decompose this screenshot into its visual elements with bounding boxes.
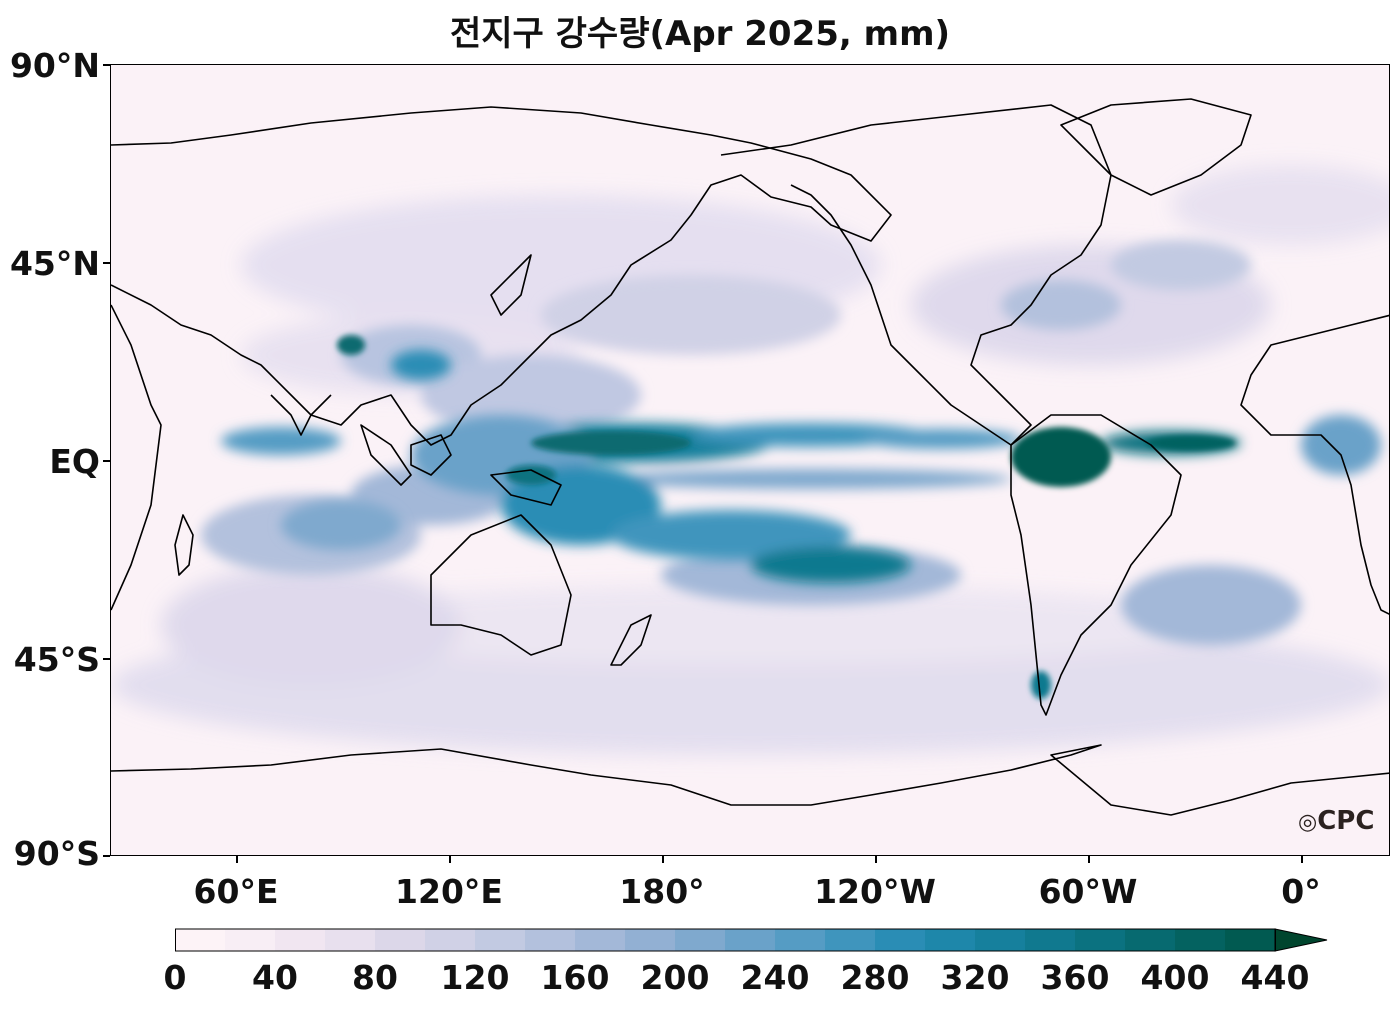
coastline-borneo: [410, 434, 452, 476]
colorbar-border: [175, 928, 1276, 952]
colorbar-segment: [925, 929, 976, 951]
x-tick-mark: [662, 856, 664, 863]
x-tick-mark: [449, 856, 451, 863]
coastline-south-america: [1010, 414, 1182, 716]
colorbar-segment: [575, 929, 626, 951]
y-tick-label: 90°N: [9, 46, 100, 85]
colorbar: [175, 928, 1328, 952]
colorbar-tick-label: 440: [1240, 958, 1310, 997]
colorbar-tick-label: 240: [740, 958, 810, 997]
colorbar-tick-label: 160: [540, 958, 610, 997]
coastline-japan: [490, 254, 532, 316]
colorbar-segment: [975, 929, 1026, 951]
coastline-new-zealand: [610, 614, 652, 666]
y-tick-label: 90°S: [13, 834, 100, 873]
cpc-logo: ◎CPC: [1298, 806, 1374, 836]
colorbar-segment: [175, 929, 226, 951]
coastline-north-america: [720, 104, 1112, 446]
y-tick-mark: [103, 64, 110, 66]
colorbar-segment: [1025, 929, 1076, 951]
colorbar-tick-label: 80: [352, 958, 398, 997]
colorbar-segment: [1225, 929, 1276, 951]
x-tick-mark: [236, 856, 238, 863]
colorbar-tick-label: 360: [1040, 958, 1110, 997]
x-tick-label: 180°: [619, 872, 705, 911]
colorbar-segment: [625, 929, 676, 951]
colorbar-segment: [875, 929, 926, 951]
coastline-eurasia: [111, 106, 892, 446]
map-canvas: [111, 65, 1389, 855]
colorbar-tick-label: 120: [440, 958, 510, 997]
x-tick-mark: [1088, 856, 1090, 863]
colorbar-extend-arrow: [1274, 928, 1328, 952]
colorbar-segment: [475, 929, 526, 951]
colorbar-tick-label: 0: [163, 958, 187, 997]
x-tick-label: 120°E: [395, 872, 503, 911]
colorbar-tick-label: 400: [1140, 958, 1210, 997]
coastline-india: [270, 394, 332, 436]
y-tick-mark: [103, 262, 110, 264]
map-title: 전지구 강수량(Apr 2025, mm): [449, 14, 951, 54]
x-tick-label: 60°E: [193, 872, 279, 911]
y-tick-label: 45°N: [9, 244, 100, 283]
colorbar-segment: [725, 929, 776, 951]
x-tick-label: 60°W: [1038, 872, 1138, 911]
coastline-antarctica: [111, 744, 1389, 816]
y-tick-label: EQ: [49, 442, 100, 481]
colorbar-segment: [1175, 929, 1226, 951]
x-tick-label: 120°W: [814, 872, 936, 911]
colorbar-segment: [325, 929, 376, 951]
coastline-madagascar: [174, 514, 194, 576]
colorbar-segment: [775, 929, 826, 951]
logo-circle-icon: ◎: [1298, 810, 1318, 835]
coastline-sumatra: [360, 424, 412, 486]
y-tick-mark: [103, 658, 110, 660]
coastlines: [111, 98, 1389, 816]
colorbar-segment: [375, 929, 426, 951]
x-tick-mark: [1301, 856, 1303, 863]
colorbar-segment: [1125, 929, 1176, 951]
precipitation-map: [110, 64, 1390, 856]
colorbar-tick-label: 280: [840, 958, 910, 997]
colorbar-segment: [425, 929, 476, 951]
precip-extreme-field: [337, 335, 1236, 699]
x-tick-mark: [875, 856, 877, 863]
y-tick-label: 45°S: [13, 640, 100, 679]
colorbar-segment: [675, 929, 726, 951]
colorbar-tick-label: 320: [940, 958, 1010, 997]
y-tick-mark: [103, 855, 110, 857]
colorbar-segment: [825, 929, 876, 951]
coastline-africa-west: [1240, 314, 1389, 615]
coastline-new-guinea: [490, 469, 562, 506]
colorbar-segment: [1075, 929, 1126, 951]
colorbar-segment: [525, 929, 576, 951]
y-tick-mark: [103, 460, 110, 462]
coastline-africa-east: [111, 304, 162, 611]
coastline-greenland: [1060, 98, 1252, 196]
colorbar-tick-label: 40: [252, 958, 298, 997]
colorbar-tick-label: 200: [640, 958, 710, 997]
colorbar-segment: [275, 929, 326, 951]
colorbar-segment: [225, 929, 276, 951]
coastline-australia: [430, 514, 572, 656]
logo-text: CPC: [1317, 806, 1375, 836]
x-tick-label: 0°: [1281, 872, 1321, 911]
